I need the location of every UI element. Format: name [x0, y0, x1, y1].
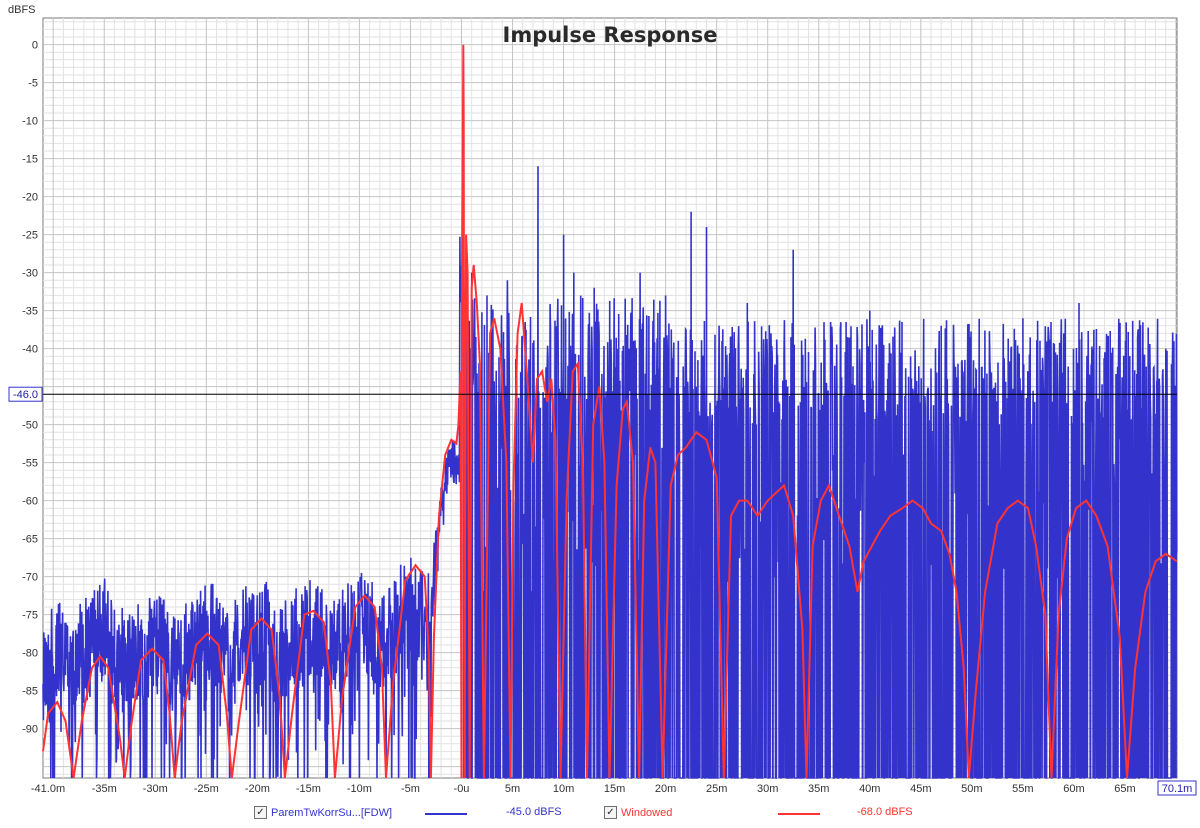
legend-item-fdw[interactable]: ✓ ParemTwKorrSu...[FDW]: [254, 806, 392, 819]
x-tick-label: 20m: [655, 783, 676, 795]
x-tick-label: -0u: [454, 783, 470, 795]
y-tick-label: -85: [22, 686, 38, 698]
y-tick-label: -70: [22, 572, 38, 584]
y-tick-label: 0: [32, 40, 38, 52]
x-tick-label: -15m: [296, 783, 321, 795]
y-tick-label: -50: [22, 420, 38, 432]
y-tick-label: -60: [22, 496, 38, 508]
cursor-value-box: [8, 386, 43, 402]
y-tick-label: -30: [22, 268, 38, 280]
y-tick-label: -55: [22, 458, 38, 470]
y-tick-label: -5: [28, 78, 38, 90]
legend-swatch-windowed: [778, 813, 820, 815]
y-axis-ticks: 0 -5 -10 -15 -20 -25 -30 -35 -40 -50 -55 -60 -65 -70 -…: [22, 40, 38, 736]
x-tick-label: 15m: [604, 783, 625, 795]
legend-item-windowed[interactable]: ✓ Windowed: [604, 806, 672, 819]
x-tick-label: 40m: [859, 783, 880, 795]
x-tick-label: -41.0m: [31, 783, 65, 795]
chart-title: Impulse Response: [503, 23, 718, 47]
y-tick-label: -20: [22, 192, 38, 204]
x-tick-label: 50m: [961, 783, 982, 795]
legend-value-windowed: -68.0 dBFS: [857, 806, 913, 818]
x-tick-label: 5m: [505, 783, 520, 795]
y-tick-label: -25: [22, 230, 38, 242]
y-tick-label: -75: [22, 610, 38, 622]
y-tick-label: -10: [22, 116, 38, 128]
x-axis-end-box: [1157, 780, 1197, 796]
y-tick-label: -80: [22, 648, 38, 660]
x-tick-label: -25m: [194, 783, 219, 795]
x-tick-label: -35m: [92, 783, 117, 795]
x-tick-label: 55m: [1012, 783, 1033, 795]
legend-swatch-fdw: [425, 813, 467, 815]
legend-label-windowed: Windowed: [621, 806, 673, 819]
x-tick-label: -20m: [245, 783, 270, 795]
x-tick-label: 65m: [1114, 783, 1135, 795]
y-tick-label: -65: [22, 534, 38, 546]
y-tick-label: -40: [22, 344, 38, 356]
x-tick-label: -30m: [143, 783, 168, 795]
cursor-value-label: -46.0: [13, 389, 38, 401]
legend: ✓ ParemTwKorrSu...[FDW] -45.0 dBFS ✓ Win…: [0, 804, 1200, 824]
x-tick-label: -5m: [401, 783, 420, 795]
legend-value-fdw: -45.0 dBFS: [506, 806, 562, 818]
x-tick-label: 45m: [910, 783, 931, 795]
series-line-windowed: [42, 44, 1178, 779]
x-tick-label: 10m: [553, 783, 574, 795]
x-tick-label: 70.1m: [1162, 783, 1193, 795]
y-tick-label: -90: [22, 724, 38, 736]
legend-checkbox-windowed[interactable]: ✓: [604, 806, 617, 819]
series-windowed: [42, 44, 1178, 779]
legend-label-fdw: ParemTwKorrSu...[FDW]: [271, 806, 393, 819]
x-tick-label: -10m: [347, 783, 372, 795]
x-tick-label: 35m: [808, 783, 829, 795]
cursor-line[interactable]: -46.0: [8, 386, 1177, 402]
y-tick-label: -35: [22, 306, 38, 318]
x-tick-label: 60m: [1063, 783, 1084, 795]
y-axis-unit: dBFS: [8, 4, 36, 16]
y-tick-label: -15: [22, 154, 38, 166]
x-tick-label: 30m: [757, 783, 778, 795]
x-tick-label: 25m: [706, 783, 727, 795]
legend-checkbox-fdw[interactable]: ✓: [254, 806, 267, 819]
x-axis-ticks: -41.0m -35m -30m -25m -20m -15m -10m -5m -0u 5m 10…: [31, 780, 1197, 796]
